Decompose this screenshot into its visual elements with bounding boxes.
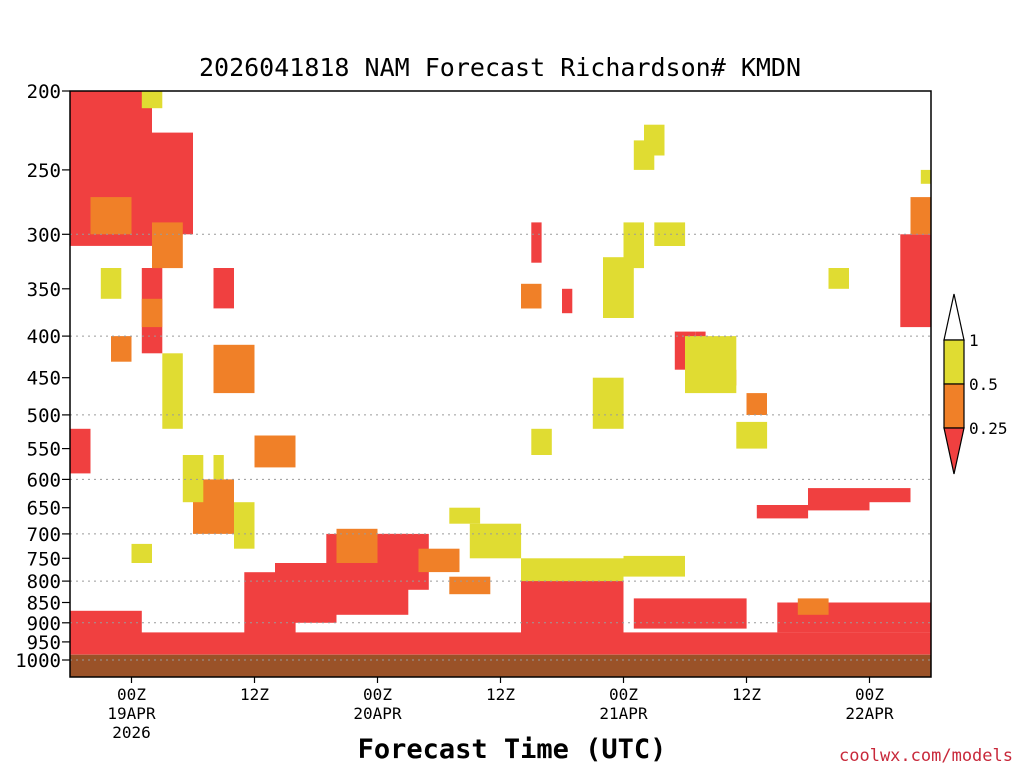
x-tick-year-label: 2026 <box>112 723 151 742</box>
heatmap-cell <box>521 558 624 582</box>
y-tick-label: 650 <box>27 498 61 520</box>
heatmap-cell <box>654 222 686 246</box>
y-tick-label: 900 <box>27 613 61 635</box>
y-tick-label: 600 <box>27 469 61 491</box>
heatmap-cell <box>623 555 685 577</box>
x-tick-date-label: 20APR <box>353 704 402 723</box>
heatmap-cell <box>213 455 224 480</box>
heatmap-cell <box>162 353 183 429</box>
y-tick-label: 850 <box>27 593 61 615</box>
x-tick-label: 12Z <box>240 685 269 704</box>
heatmap-cell <box>213 344 255 394</box>
heatmap-cell <box>90 197 132 235</box>
legend-swatch-above-1 <box>943 293 965 341</box>
heatmap-cell <box>531 428 552 455</box>
x-axis-title: Forecast Time (UTC) <box>358 734 667 765</box>
legend-swatch-0.25-0.5 <box>943 383 965 429</box>
heatmap-cell <box>70 610 142 633</box>
y-tick-label: 700 <box>27 524 61 546</box>
heatmap-cell <box>623 222 644 269</box>
y-tick-label: 550 <box>27 439 61 461</box>
heatmap-cell <box>70 428 91 474</box>
heatmap-cell <box>131 543 152 563</box>
heatmap-cell <box>746 393 767 415</box>
x-tick-date-label: 21APR <box>599 704 648 723</box>
x-tick-date-label: 19APR <box>107 704 156 723</box>
heatmap-cell <box>644 124 665 156</box>
heatmap-cell <box>100 268 122 299</box>
heatmap-cell <box>633 598 747 629</box>
heatmap-cell <box>531 222 542 263</box>
ground-layer <box>70 654 931 677</box>
heatmap-cell <box>254 435 296 468</box>
heatmap-cell <box>152 132 193 235</box>
y-tick-label: 750 <box>27 548 61 570</box>
y-axis: 200 250 300 350 400 450 500 550 600 650 7007508008… <box>15 81 70 672</box>
heatmap-cell <box>920 169 932 184</box>
y-tick-label: 350 <box>27 279 61 301</box>
heatmap-cell <box>736 421 768 449</box>
y-tick-label: 250 <box>27 160 61 182</box>
heatmap-cell <box>336 528 378 563</box>
x-tick-label: 00Z <box>855 685 884 704</box>
heatmap-cell <box>141 298 163 328</box>
heatmap-cell <box>756 505 809 519</box>
heatmap-cell <box>449 507 481 524</box>
y-tick-label: 200 <box>27 81 61 103</box>
heatmap-cell <box>828 268 849 289</box>
colorbar-legend: 1 0.5 0.25 <box>943 293 1008 475</box>
x-tick-date-label: 22APR <box>845 704 894 723</box>
heatmap-cell <box>234 502 255 549</box>
heatmap-cell <box>111 336 132 362</box>
y-tick-label: 1000 <box>15 650 61 672</box>
heatmap-cell <box>592 377 624 429</box>
legend-label: 0.5 <box>969 375 998 394</box>
legend-label: 1 <box>969 331 979 350</box>
heatmap-cell <box>910 197 931 235</box>
chart-title: 2026041818 NAM Forecast Richardson# KMDN <box>199 53 801 82</box>
heatmap-cell <box>900 234 932 328</box>
heatmap-cell <box>275 563 337 623</box>
y-tick-label: 300 <box>27 224 61 246</box>
heatmap-cell <box>418 548 460 573</box>
heatmap-cell <box>213 268 234 309</box>
legend-swatch-below-0.25 <box>943 427 965 475</box>
credit-text: coolwx.com/models <box>839 746 1013 766</box>
x-tick-label: 00Z <box>117 685 146 704</box>
x-tick-label: 12Z <box>486 685 515 704</box>
x-tick-label: 12Z <box>732 685 761 704</box>
y-tick-label: 950 <box>27 632 61 654</box>
heatmap-cell <box>182 455 204 503</box>
ground-fill <box>70 654 931 677</box>
heatmap-cell <box>521 578 624 635</box>
x-tick-label: 00Z <box>609 685 638 704</box>
heatmap-cell <box>869 488 911 503</box>
y-tick-label: 800 <box>27 571 61 593</box>
y-tick-label: 500 <box>27 405 61 427</box>
heatmap-cell <box>808 488 870 511</box>
plot-area <box>69 90 932 678</box>
heatmap-cell <box>562 288 573 314</box>
heatmap-cell <box>797 598 829 615</box>
y-tick-label: 450 <box>27 368 61 390</box>
heatmap-cell <box>521 283 542 309</box>
heatmap-cell <box>449 576 491 595</box>
heatmap-cells <box>70 91 932 655</box>
heatmap-cell <box>70 632 931 655</box>
heatmap-cell <box>141 91 163 109</box>
heatmap-cell <box>685 336 737 394</box>
y-tick-label: 400 <box>27 326 61 348</box>
plot-background <box>70 91 931 677</box>
heatmap-cell <box>152 222 183 269</box>
heatmap-cell <box>469 523 522 559</box>
x-tick-label: 00Z <box>363 685 392 704</box>
legend-swatch-0.5-1 <box>943 339 965 385</box>
legend-label: 0.25 <box>969 419 1008 438</box>
